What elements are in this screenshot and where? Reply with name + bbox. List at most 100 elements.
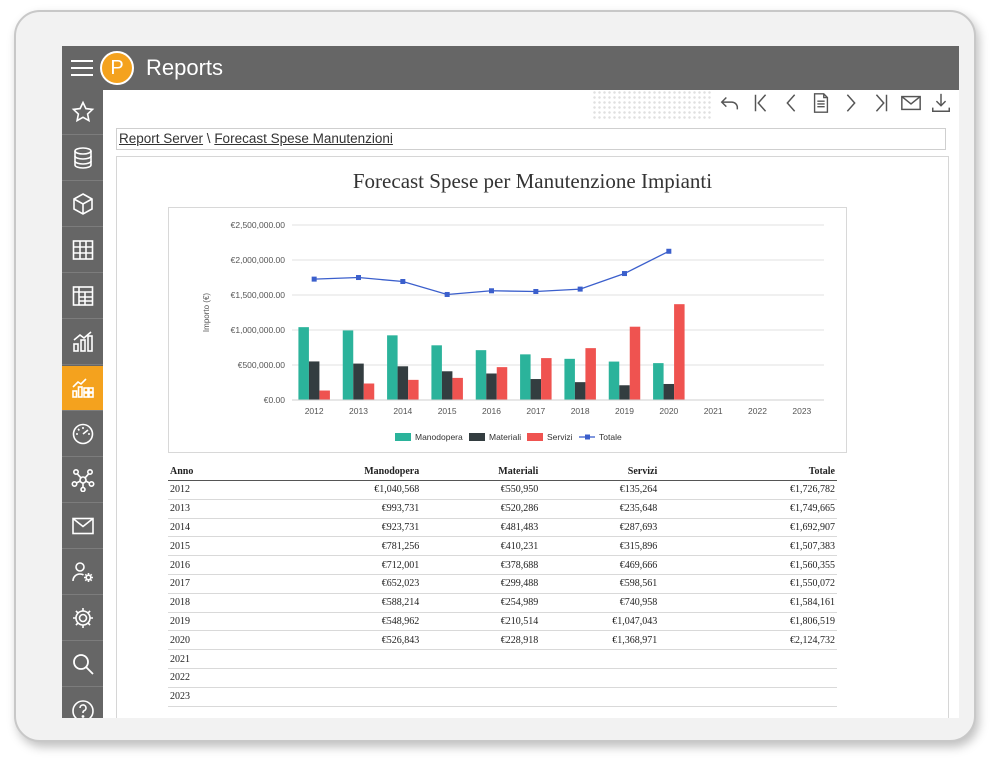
legend-swatch	[395, 433, 411, 441]
download-button[interactable]	[930, 92, 952, 116]
first-page-icon	[754, 94, 767, 112]
line-point	[533, 288, 539, 294]
table-cell: €410,231	[421, 536, 541, 557]
bar	[585, 348, 596, 400]
table-cell	[267, 649, 422, 669]
table-cell	[421, 649, 541, 669]
bar	[397, 366, 409, 400]
sidebar	[62, 90, 103, 718]
hamburger-menu-icon[interactable]	[71, 57, 93, 79]
last-page-button[interactable]	[870, 92, 892, 116]
table-cell: €1,040,568	[267, 480, 422, 500]
table-cell: 2018	[168, 593, 268, 613]
line-point	[311, 276, 317, 282]
bar	[363, 383, 375, 400]
x-tick-label: 2015	[438, 406, 457, 416]
prev-page-button[interactable]	[780, 92, 802, 116]
breadcrumb-root-link[interactable]: Report Server	[119, 131, 204, 146]
bar	[475, 350, 487, 400]
legend-label: Manodopera	[415, 432, 463, 442]
y-tick-label: €1,000,000.00	[231, 325, 286, 335]
table-cell: €598,561	[540, 574, 660, 594]
sidebar-item-help[interactable]	[62, 688, 103, 718]
next-page-button[interactable]	[840, 92, 862, 116]
table-cell: 2022	[168, 668, 268, 688]
legend-swatch	[585, 434, 590, 440]
table-row: 2023	[168, 687, 837, 707]
table-row: 2017 €652,023 €299,488 €598,561 €1,550,072	[168, 574, 837, 594]
bar	[308, 361, 320, 400]
table-cell: €588,214	[267, 593, 422, 613]
column-header: Totale	[659, 463, 837, 481]
breadcrumb-separator: \	[203, 131, 215, 146]
line-point	[666, 248, 672, 254]
page-button[interactable]	[810, 92, 832, 116]
bar	[608, 361, 620, 400]
table-cell: 2020	[168, 630, 268, 651]
undo-button[interactable]	[719, 92, 741, 116]
sidebar-item-mail[interactable]	[62, 504, 103, 549]
bar-chart-icon	[72, 331, 93, 352]
bar	[387, 335, 398, 400]
expense-chart: €0.00 €500,000.00 €1,000,000.00 €1,500,000.…	[202, 220, 824, 442]
legend-label: Totale	[599, 432, 622, 442]
table-cell: €235,648	[540, 499, 660, 519]
bar	[441, 371, 453, 400]
sidebar-item-pivot[interactable]	[62, 274, 103, 319]
table-row: 2016 €712,001 €378,688 €469,666 €1,560,355	[168, 555, 837, 575]
sidebar-item-favorites[interactable]	[62, 90, 103, 135]
table-cell: €2,124,732	[659, 630, 837, 651]
table-cell	[421, 687, 541, 707]
sidebar-item-charts[interactable]	[62, 320, 103, 365]
table-cell: €1,726,782	[659, 480, 837, 500]
table-cell: 2012	[168, 480, 268, 500]
bar	[353, 363, 364, 400]
table-cell: €740,958	[540, 593, 660, 613]
bar	[298, 327, 309, 400]
breadcrumb-current-link[interactable]: Forecast Spese Manutenzioni	[214, 131, 393, 146]
bar	[653, 363, 664, 400]
x-tick-label: 2012	[305, 406, 324, 416]
sidebar-item-users[interactable]	[62, 550, 103, 595]
y-tick-label: €1,500,000.00	[231, 290, 286, 300]
sidebar-item-dashboards[interactable]	[62, 412, 103, 457]
download-icon	[932, 93, 950, 112]
app-window: P Reports	[62, 46, 959, 718]
table-cell: €1,368,971	[540, 630, 660, 651]
x-tick-label: 2019	[615, 406, 634, 416]
column-header: Manodopera	[267, 463, 422, 481]
table-cell: €1,749,665	[659, 499, 837, 519]
line-point	[400, 278, 406, 284]
sidebar-item-reports[interactable]	[62, 366, 103, 411]
bar	[408, 379, 419, 400]
search-icon	[72, 654, 94, 675]
table-cell: €210,514	[421, 612, 541, 632]
help-icon	[71, 699, 94, 718]
sidebar-item-cubes[interactable]	[62, 182, 103, 227]
sidebar-item-network[interactable]	[62, 458, 103, 503]
table-cell: 2015	[168, 536, 268, 557]
table-cell: €378,688	[421, 555, 541, 575]
sidebar-item-settings[interactable]	[62, 596, 103, 641]
gauge-icon	[72, 423, 93, 445]
table-cell: 2017	[168, 574, 268, 594]
table-cell: €287,693	[540, 518, 660, 538]
table-row: 2020 €526,843 €228,918 €1,368,971 €2,124,732	[168, 630, 837, 651]
column-header: Servizi	[540, 463, 660, 481]
sidebar-item-tables[interactable]	[62, 228, 103, 273]
table-row: 2015 €781,256 €410,231 €315,896 €1,507,383	[168, 536, 837, 557]
sidebar-item-data-sources[interactable]	[62, 136, 103, 181]
sidebar-item-search[interactable]	[62, 642, 103, 687]
table-cell: €135,264	[540, 480, 660, 500]
table-row: 2012 €1,040,568 €550,950 €135,264 €1,726,782	[168, 480, 837, 500]
x-tick-label: 2020	[659, 406, 678, 416]
send-mail-button[interactable]	[900, 92, 922, 116]
first-page-button[interactable]	[750, 92, 772, 116]
table-cell: €1,550,072	[659, 574, 837, 594]
bar	[674, 304, 685, 400]
table-cell: €1,507,383	[659, 536, 837, 557]
bar	[452, 377, 463, 400]
x-tick-label: 2022	[748, 406, 767, 416]
report-page: Forecast Spese per Manutenzione Impianti…	[116, 156, 949, 718]
bar	[520, 354, 531, 400]
